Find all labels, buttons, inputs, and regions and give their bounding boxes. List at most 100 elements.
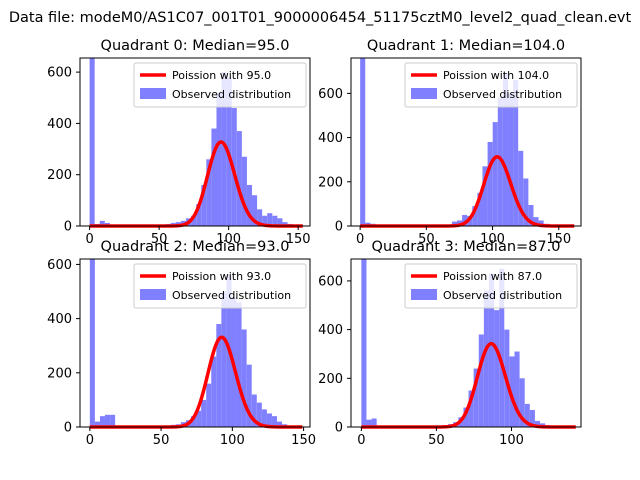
histogram-bar <box>478 334 484 427</box>
legend-label-poisson: Poission with 95.0 <box>172 69 271 82</box>
x-tick-label: 50 <box>428 433 445 448</box>
histogram-bar <box>262 215 268 226</box>
histogram-bar <box>482 166 488 226</box>
histogram-bar <box>507 93 514 226</box>
histogram-bar <box>488 273 495 427</box>
histogram-bar <box>528 205 534 226</box>
histogram-bar <box>94 421 100 427</box>
histogram-bar <box>451 221 457 226</box>
legend-label-observed: Observed distribution <box>443 289 562 302</box>
legend-swatch-observed <box>140 289 166 300</box>
histogram-bar <box>246 184 253 226</box>
histogram-bar <box>514 351 520 427</box>
histogram-bar <box>241 329 247 427</box>
legend-swatch-observed <box>411 289 437 300</box>
histogram-bar <box>523 178 529 226</box>
histogram-bar <box>529 409 535 427</box>
histogram-bar <box>483 290 489 427</box>
histogram-bar <box>477 192 483 226</box>
legend: Poission with 93.0 Observed distribution <box>133 263 307 309</box>
histogram-bar <box>502 73 508 226</box>
subplot-title: Quadrant 1: Median=104.0 <box>367 38 565 54</box>
y-tick-label: 200 <box>47 366 72 381</box>
histogram-bar <box>206 383 212 427</box>
histogram-bar <box>473 368 479 427</box>
histogram-bar <box>216 92 222 227</box>
histogram-bar <box>463 407 469 427</box>
histogram-bar <box>277 218 283 226</box>
x-tick-label: 100 <box>480 232 505 247</box>
legend-label-poisson: Poission with 93.0 <box>172 270 271 283</box>
histogram-bar <box>494 310 500 427</box>
y-tick-label: 600 <box>318 87 343 102</box>
y-tick-label: 200 <box>47 168 72 183</box>
x-tick-label: 150 <box>286 232 311 247</box>
histogram-bar <box>519 378 525 427</box>
y-tick-label: 600 <box>47 258 72 273</box>
y-tick-label: 600 <box>47 66 72 81</box>
histogram-bar <box>105 414 111 427</box>
y-tick-label: 400 <box>47 117 72 132</box>
poisson-curve <box>359 155 576 228</box>
x-tick-label: 0 <box>357 433 365 448</box>
histogram-bar <box>267 213 273 226</box>
x-tick-label: 150 <box>291 433 316 448</box>
subplot-quadrant-3: Quadrant 3: Median=87.0 0 50 100 0 200 400 600 P… <box>318 239 582 448</box>
histogram-bar <box>201 399 207 427</box>
histogram-bar <box>271 416 278 427</box>
legend-box <box>404 62 578 108</box>
histogram-bar <box>241 156 247 226</box>
legend-label-observed: Observed distribution <box>172 88 291 101</box>
subplot-quadrant-2: Quadrant 2: Median=93.0 0 50 100 150 0 200 400 6… <box>47 239 316 448</box>
histogram-bar <box>216 324 222 427</box>
histogram-bar <box>99 220 105 226</box>
x-tick-label: 50 <box>153 433 170 448</box>
histogram-bar <box>371 418 377 427</box>
histogram-bar <box>99 416 106 427</box>
subplot-grid: Quadrant 0: Median=95.0 0 50 100 150 0 200 400 6… <box>47 38 582 448</box>
subplot-title: Quadrant 0: Median=95.0 <box>101 38 290 54</box>
histogram-bar <box>196 410 202 427</box>
histogram-bar <box>89 259 95 427</box>
axes-frame <box>350 258 582 428</box>
histogram-bar <box>110 414 116 427</box>
histogram-bar <box>206 159 212 226</box>
x-tick-label: 50 <box>418 232 435 247</box>
axes-frame <box>350 57 582 227</box>
histogram-bar <box>366 419 372 427</box>
histogram-bar <box>497 97 503 226</box>
histogram-bar <box>196 204 202 226</box>
histogram-bar <box>538 220 544 226</box>
x-tick-label: 100 <box>216 232 241 247</box>
legend-swatch-observed <box>411 88 437 99</box>
figure-suptitle: Data file: modeM0/AS1C07_001T01_90000064… <box>9 10 632 26</box>
histogram-bar <box>251 394 257 427</box>
axes-frame <box>79 258 311 428</box>
histogram-bar <box>534 420 541 427</box>
histogram-bar <box>256 402 262 427</box>
legend-label-observed: Observed distribution <box>443 88 562 101</box>
histogram-bar <box>211 128 217 226</box>
histogram-bar <box>360 58 366 226</box>
histogram-bar <box>272 215 278 226</box>
histogram-bar <box>487 142 493 226</box>
histogram-bar <box>533 217 539 226</box>
histogram-bar <box>257 209 263 226</box>
legend-swatch-observed <box>140 88 166 99</box>
histogram-bar <box>492 122 498 226</box>
histogram-bar <box>468 390 474 427</box>
y-tick-label: 0 <box>64 421 72 436</box>
histogram-bar <box>524 403 530 427</box>
y-tick-label: 400 <box>318 131 343 146</box>
x-tick-label: 150 <box>546 232 571 247</box>
legend-label-observed: Observed distribution <box>172 289 291 302</box>
histogram-bar <box>472 206 478 226</box>
histogram-bar <box>236 302 242 427</box>
histogram-bar <box>509 356 515 427</box>
histogram-bar <box>246 364 252 427</box>
histogram-bar <box>201 184 207 226</box>
histogram-bar <box>89 58 95 226</box>
legend-label-poisson: Poission with 104.0 <box>443 69 549 82</box>
histogram-bar <box>499 268 505 427</box>
